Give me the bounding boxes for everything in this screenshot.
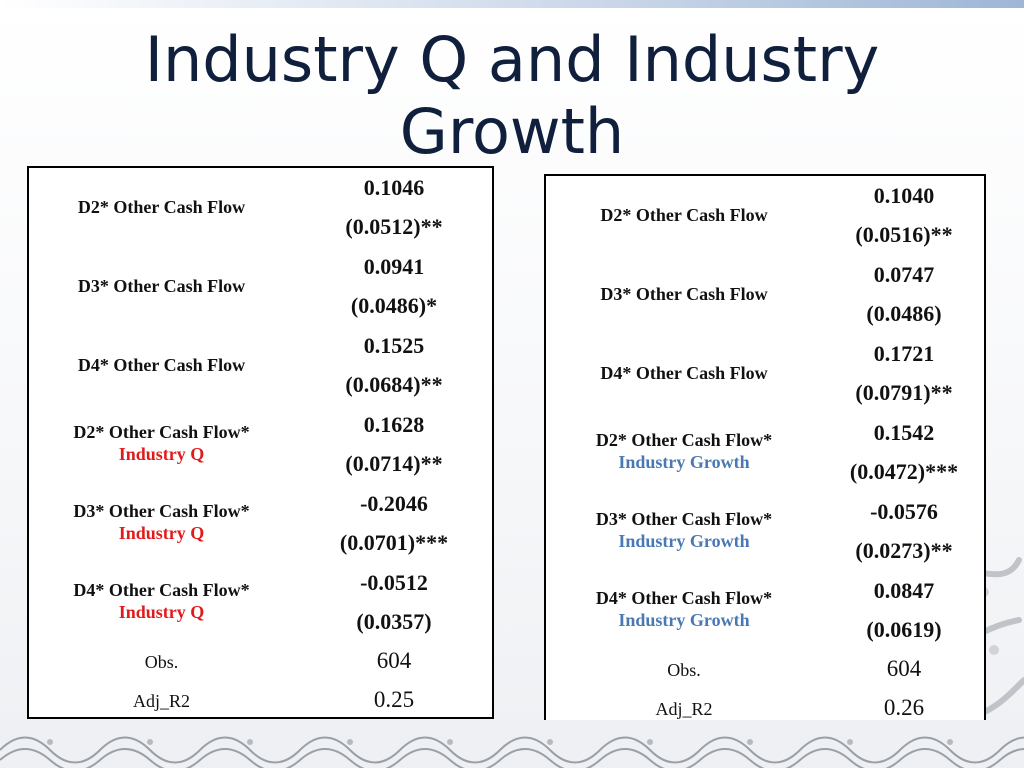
industry-growth-table: D2* Other Cash Flow 0.1040 (0.0516)** D3… (544, 174, 986, 727)
r2-row: Adj_R2 0.25 (29, 681, 492, 721)
industry-q-label: Industry Q (118, 444, 205, 464)
wave-border (0, 720, 1024, 768)
coefficient-value: 0.1040 (873, 183, 935, 208)
obs-value: 604 (886, 656, 922, 681)
standard-error-value: (0.0516)** (855, 222, 953, 247)
row-label: D3* Other Cash Flow* Industry Q (29, 500, 294, 544)
obs-label: Obs. (144, 652, 179, 672)
standard-error-value: (0.0791)** (855, 380, 953, 405)
r2-row: Adj_R2 0.26 (546, 689, 984, 729)
table-row: D2* Other Cash Flow 0.1046 (0.0512)** (29, 168, 492, 248)
industry-growth-label: Industry Growth (618, 452, 750, 472)
table-row: D3* Other Cash Flow* Industry Q -0.2046 … (29, 484, 492, 564)
table-row: D2* Other Cash Flow 0.1040 (0.0516)** (546, 176, 984, 256)
standard-error-value: (0.0273)** (855, 538, 953, 563)
title-text: Industry Q and Industry Growth (144, 23, 880, 168)
table-row: D4* Other Cash Flow 0.1525 (0.0684)** (29, 326, 492, 406)
industry-q-label: Industry Q (118, 523, 205, 543)
row-label: D3* Other Cash Flow (77, 276, 246, 296)
row-label: D2* Other Cash Flow (77, 197, 246, 217)
table-row: D3* Other Cash Flow* Industry Growth -0.… (546, 492, 984, 572)
coefficient-value: 0.0847 (873, 578, 935, 603)
coefficient-value: 0.0941 (363, 254, 425, 279)
table-row: D3* Other Cash Flow 0.0747 (0.0486) (546, 255, 984, 335)
r2-value: 0.26 (883, 695, 925, 720)
standard-error-value: (0.0486)* (350, 293, 438, 318)
standard-error-value: (0.0357) (356, 609, 432, 634)
coefficient-value: 0.1628 (363, 412, 425, 437)
row-label: D4* Other Cash Flow (77, 355, 246, 375)
row-label: D3* Other Cash Flow* Industry Growth (546, 508, 822, 552)
table-row: D3* Other Cash Flow 0.0941 (0.0486)* (29, 247, 492, 327)
obs-label: Obs. (667, 660, 701, 680)
coefficient-value: 0.0747 (873, 262, 935, 287)
coefficient-value: -0.0512 (360, 570, 428, 595)
slide-title: Industry Q and Industry Growth (0, 24, 1024, 168)
coefficient-value: 0.1542 (873, 420, 935, 445)
coefficient-value: 0.1046 (363, 175, 425, 200)
standard-error-value: (0.0714)** (345, 451, 443, 476)
standard-error-value: (0.0512)** (345, 214, 443, 239)
standard-error-value: (0.0486) (866, 301, 942, 326)
standard-error-value: (0.0619) (866, 617, 942, 642)
table-row: D4* Other Cash Flow* Industry Growth 0.0… (546, 571, 984, 651)
coefficient-value: -0.0576 (870, 499, 938, 524)
table-row: D2* Other Cash Flow* Industry Growth 0.1… (546, 413, 984, 493)
coefficient-value: 0.1525 (363, 333, 425, 358)
industry-q-table: D2* Other Cash Flow 0.1046 (0.0512)** D3… (27, 166, 494, 719)
coefficient-value: -0.2046 (360, 491, 428, 516)
table-row: D4* Other Cash Flow* Industry Q -0.0512 … (29, 563, 492, 643)
row-label: D2* Other Cash Flow* Industry Q (29, 421, 294, 465)
industry-growth-label: Industry Growth (618, 610, 750, 630)
top-gradient-band (0, 0, 1024, 8)
r2-label: Adj_R2 (655, 699, 713, 719)
row-label: D2* Other Cash Flow (600, 205, 768, 225)
obs-row: Obs. 604 (29, 642, 492, 682)
r2-label: Adj_R2 (132, 691, 190, 711)
row-label: D2* Other Cash Flow* Industry Growth (546, 429, 822, 473)
row-label: D4* Other Cash Flow* Industry Growth (546, 587, 822, 631)
standard-error-value: (0.0701)*** (339, 530, 449, 555)
obs-row: Obs. 604 (546, 650, 984, 690)
coefficient-value: 0.1721 (873, 341, 935, 366)
standard-error-value: (0.0684)** (345, 372, 443, 397)
industry-q-label: Industry Q (118, 602, 205, 622)
obs-value: 604 (376, 648, 412, 673)
r2-value: 0.25 (373, 687, 415, 712)
table-row: D2* Other Cash Flow* Industry Q 0.1628 (… (29, 405, 492, 485)
row-label: D4* Other Cash Flow (600, 363, 768, 383)
standard-error-value: (0.0472)*** (849, 459, 959, 484)
row-label: D4* Other Cash Flow* Industry Q (29, 579, 294, 623)
industry-growth-label: Industry Growth (618, 531, 750, 551)
table-row: D4* Other Cash Flow 0.1721 (0.0791)** (546, 334, 984, 414)
row-label: D3* Other Cash Flow (600, 284, 768, 304)
